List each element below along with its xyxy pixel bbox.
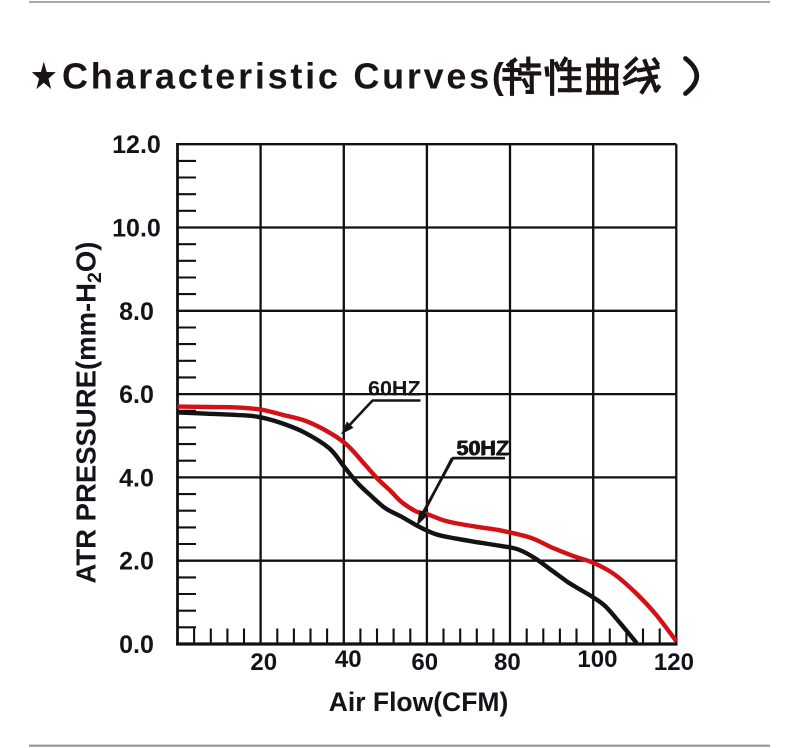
svg-text:50HZ: 50HZ — [457, 436, 510, 460]
svg-text:12.0: 12.0 — [112, 131, 161, 159]
svg-text:50HZ: 50HZ — [456, 437, 509, 461]
svg-text:8.0: 8.0 — [119, 298, 154, 326]
svg-text:10.0: 10.0 — [112, 215, 161, 243]
svg-text:60: 60 — [411, 649, 438, 676]
svg-text:Air Flow(CFM): Air Flow(CFM) — [329, 687, 509, 717]
svg-text:100: 100 — [577, 646, 617, 673]
svg-text:2.0: 2.0 — [119, 548, 154, 576]
svg-text:80: 80 — [494, 649, 521, 676]
svg-text:40: 40 — [335, 646, 362, 673]
svg-text:Characteristic Curves(: Characteristic Curves( — [62, 56, 507, 97]
svg-text:120: 120 — [654, 649, 694, 676]
svg-text:20: 20 — [250, 649, 277, 676]
svg-text:6.0: 6.0 — [119, 381, 154, 409]
svg-text:4.0: 4.0 — [119, 464, 154, 492]
svg-text:60HZ: 60HZ — [368, 377, 421, 401]
svg-text:0.0: 0.0 — [119, 631, 154, 659]
svg-text:ATR PRESSURE(mm-H2O): ATR PRESSURE(mm-H2O) — [71, 242, 107, 584]
